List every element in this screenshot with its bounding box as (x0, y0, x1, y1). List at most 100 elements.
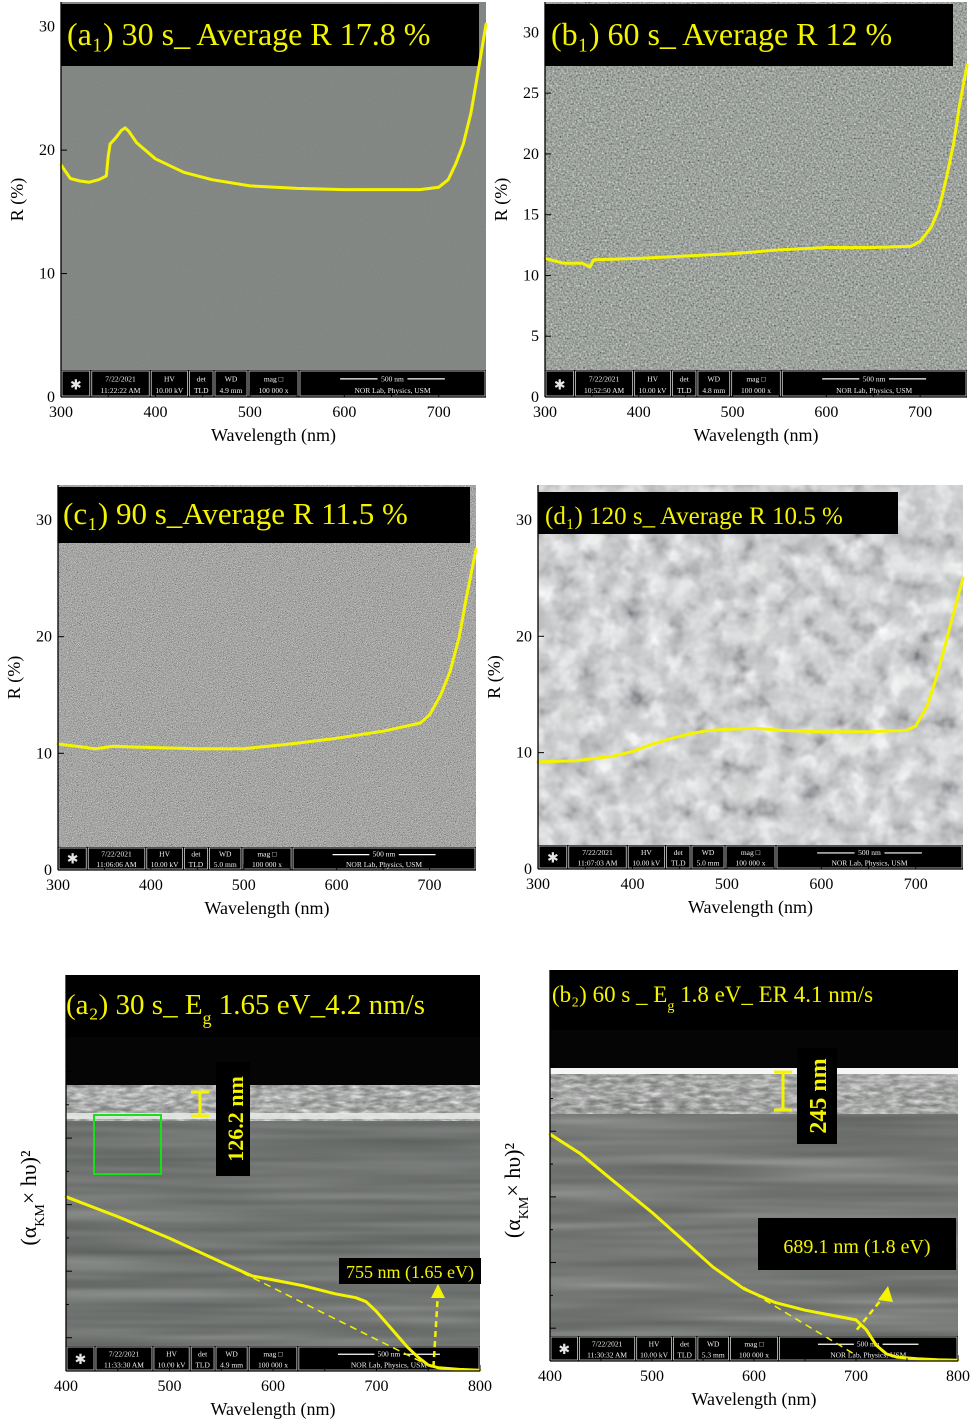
databar-datetime-frame (95, 1346, 153, 1371)
data-point-b1 (581, 262, 584, 265)
data-point-b2 (681, 1239, 684, 1241)
databar-mag-top: mag □ (741, 848, 761, 857)
fei-logo-icon: ✱ (67, 853, 79, 868)
x-tick-label-c1: 700 (418, 877, 442, 894)
databar-mag-bottom: 100 000 x (259, 386, 289, 395)
sem-texture-a1 (61, 2, 486, 397)
databar-hv-frame (146, 847, 183, 870)
x-axis-label-a2: Wavelength (nm) (210, 1399, 335, 1420)
databar-datetime-bottom: 11:33:30 AM (104, 1361, 144, 1370)
panel-b1: ✱ 7/22/2021 10:52:50 AM HV 10.00 kV det TLD WD 4… (491, 2, 969, 446)
databar-wd-top: WD (708, 374, 721, 383)
databar-hv-frame (634, 370, 671, 397)
databar-datetime-top: 7/22/2021 (589, 374, 620, 383)
data-point-b1 (966, 64, 968, 66)
data-point-a1 (109, 143, 111, 145)
data-point-c1 (75, 745, 78, 748)
data-point-a1 (128, 130, 130, 133)
databar-wd-bottom: 5.0 mm (214, 860, 237, 869)
databar-hv-frame (627, 845, 665, 869)
data-point-c1 (289, 743, 292, 745)
x-tick-label-a2: 700 (365, 1378, 389, 1395)
thickness-label-bg (797, 1048, 837, 1144)
y-axis-label-a1: R (%) (7, 178, 28, 222)
data-point-a1 (211, 178, 213, 181)
data-point-a2 (168, 1237, 171, 1240)
y-axis-label-d1: R (%) (484, 655, 505, 699)
databar-hv-top: HV (649, 1340, 660, 1349)
data-point-b2 (855, 1319, 857, 1321)
databar-wd-top: WD (219, 850, 232, 859)
databar-scale-bottom: NOR Lab, Physics, USM (346, 860, 422, 869)
data-point-c1 (243, 747, 245, 750)
databar-hv-frame (153, 1346, 190, 1371)
data-point-d1 (905, 729, 908, 732)
databar-bg (538, 845, 963, 869)
y-tick-label-b1: 25 (523, 85, 539, 102)
data-point-d1 (952, 612, 955, 614)
databar-wd-frame (697, 1336, 729, 1361)
databar-det-bottom: TLD (189, 860, 204, 869)
data-point-b2 (834, 1315, 837, 1317)
data-point-c1 (94, 747, 96, 750)
x-tick-label-b2: 600 (742, 1368, 766, 1385)
data-point-a2 (365, 1300, 367, 1303)
x-tick-label-b1: 500 (721, 404, 745, 421)
data-point-a1 (447, 178, 450, 181)
data-point-b2 (896, 1356, 898, 1358)
data-point-a1 (69, 177, 72, 180)
databar-hv-bottom: 10.00 kV (639, 386, 668, 395)
databar-mag-top: mag □ (263, 1350, 283, 1359)
intercept-arrow (855, 1294, 886, 1331)
databar-datetime-bottom: 11:07:03 AM (578, 859, 618, 868)
data-point-a1 (115, 137, 117, 139)
data-point-a2 (427, 1364, 430, 1366)
data-point-b1 (638, 257, 640, 260)
data-point-b2 (875, 1344, 878, 1347)
data-point-d1 (707, 729, 709, 732)
title-c1: (c₁) 90 s_Average R 11.5 % (63, 496, 408, 531)
databar-scale-bottom: NOR Lab, Physics, USM (351, 1361, 427, 1370)
databar-wd-top: WD (702, 848, 715, 857)
sem-texture-c1 (58, 485, 476, 870)
panel-b2: ✱ 7/22/2021 11:30:32 AM HV 10.00 kV det TLD WD 5… (500, 970, 970, 1410)
sem-texture-b1 (545, 2, 967, 397)
data-point-b2 (743, 1287, 745, 1290)
databar-datetime-top: 7/22/2021 (592, 1340, 623, 1349)
data-point-a1 (154, 158, 157, 160)
title-d1: (d₁) 120 s_ Average R 10.5 % (545, 503, 843, 530)
databar-wd-frame (215, 1346, 248, 1371)
fei-logo-icon-frame (58, 847, 87, 870)
databar-datetime-top: 7/22/2021 (582, 848, 613, 857)
data-point-a1 (79, 180, 81, 182)
data-point-b1 (778, 249, 781, 251)
data-point-c1 (196, 747, 199, 750)
fei-logo-icon-frame (66, 1346, 95, 1371)
databar-det-frame (183, 847, 208, 870)
data-point-c1 (458, 635, 461, 638)
databar-det-frame (190, 1346, 215, 1371)
data-point-a2 (437, 1367, 440, 1369)
title-box-a2 (66, 975, 480, 1037)
databar-datetime-bottom: 11:30:32 AM (587, 1351, 627, 1360)
data-point-a2 (220, 1261, 223, 1263)
databar-scale-frame (776, 845, 963, 869)
databar-hv-top: HV (641, 848, 652, 857)
databar-hv-frame (636, 1336, 672, 1361)
databar-hv-top: HV (164, 374, 175, 383)
sem-databar-b2: ✱ 7/22/2021 11:30:32 AM HV 10.00 kV det TLD WD 5… (550, 1336, 958, 1361)
y-tick-label-c1: 30 (36, 512, 52, 529)
data-point-b2 (773, 1301, 776, 1304)
databar-scale-bottom: NOR Lab, Physics, USM (831, 859, 907, 868)
databar-det-top: det (680, 1340, 690, 1349)
data-point-b2 (651, 1211, 653, 1214)
databar-hv-bottom: 10.00 kV (151, 860, 180, 869)
data-point-d1 (631, 750, 634, 753)
databar-scale-top: 500 nm (857, 1340, 880, 1349)
title-box-c1 (58, 487, 470, 543)
data-point-d1 (726, 728, 728, 731)
databar-det-frame (666, 845, 691, 869)
